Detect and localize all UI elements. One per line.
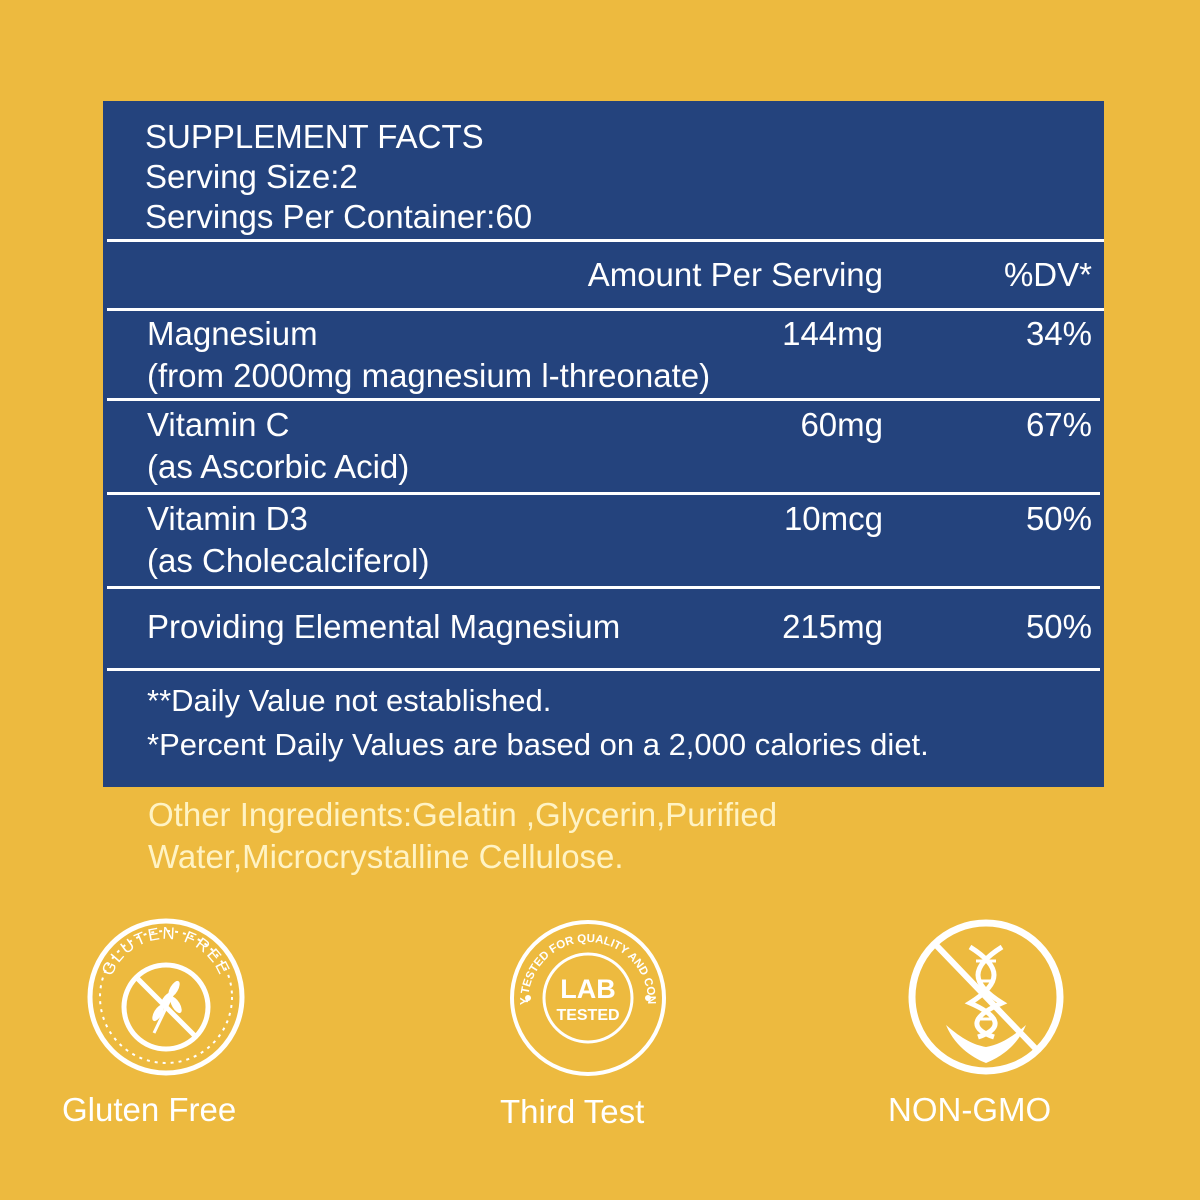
divider — [107, 239, 1104, 242]
badge-ring-text: GLUTEN FREE — [98, 924, 232, 979]
footnote-percent-daily: *Percent Daily Values are based on a 2,0… — [147, 727, 929, 762]
nutrient-dv: 50% — [1025, 500, 1092, 537]
badge-label-third-test: Third Test — [500, 1093, 645, 1130]
nutrient-amount: 10mcg — [783, 500, 883, 537]
badge-label-non-gmo: NON-GMO — [888, 1091, 1052, 1128]
other-ingredients: Other Ingredients:Gelatin ,Glycerin,Puri… — [148, 794, 948, 878]
divider — [107, 492, 1100, 495]
badge-center-bottom: TESTED — [556, 1007, 619, 1024]
column-header-row: Amount Per Serving %DV* — [103, 255, 1104, 315]
other-ingredients-line: Other Ingredients:Gelatin ,Glycerin,Puri… — [148, 796, 778, 833]
table-row: Vitamin C (as Ascorbic Acid) 60mg 67% — [103, 405, 1104, 491]
divider — [107, 668, 1100, 671]
lab-tested-icon: 3RD PARTY TESTED FOR QUALITY AND CONSIST… — [508, 918, 666, 1076]
nutrient-name: Vitamin D3 — [147, 500, 308, 537]
facts-header: SUPPLEMENT FACTS Serving Size:2 Servings… — [145, 117, 532, 237]
nutrient-source: (as Ascorbic Acid) — [147, 448, 410, 485]
nutrient-name: Providing Elemental Magnesium — [147, 608, 621, 645]
nutrient-amount: 60mg — [800, 406, 883, 443]
nutrient-name: Magnesium — [147, 315, 318, 352]
nutrient-dv: 50% — [1025, 608, 1092, 645]
other-ingredients-line: Water,Microcrystalline Cellulose. — [148, 838, 624, 875]
column-header-amount: Amount Per Serving — [587, 256, 883, 293]
divider — [107, 586, 1100, 589]
facts-title: SUPPLEMENT FACTS — [145, 118, 484, 155]
divider — [107, 308, 1104, 311]
nutrient-dv: 67% — [1025, 406, 1092, 443]
badge-label-gluten-free: Gluten Free — [62, 1091, 237, 1128]
badge-center-top: LAB — [560, 974, 616, 1004]
supplement-facts-panel: SUPPLEMENT FACTS Serving Size:2 Servings… — [103, 101, 1104, 787]
servings-per-container: Servings Per Container:60 — [145, 198, 533, 235]
column-header-dv: %DV* — [1003, 256, 1092, 293]
nutrient-amount: 144mg — [782, 315, 883, 352]
serving-size: Serving Size:2 — [145, 158, 358, 195]
nutrient-source: (as Cholecalciferol) — [147, 542, 430, 579]
footnotes: **Daily Value not established. *Percent … — [147, 679, 929, 767]
svg-text:GLUTEN FREE: GLUTEN FREE — [98, 924, 234, 979]
table-row: Vitamin D3 (as Cholecalciferol) 10mcg 50… — [103, 499, 1104, 585]
footnote-daily-value: **Daily Value not established. — [147, 683, 552, 718]
nutrient-name: Vitamin C — [147, 406, 290, 443]
nutrient-amount: 215mg — [782, 608, 883, 645]
table-row: Providing Elemental Magnesium 215mg 50% — [103, 607, 1104, 667]
divider — [107, 398, 1100, 401]
nutrient-dv: 34% — [1025, 315, 1092, 352]
gluten-free-icon: GLUTEN FREE — [87, 918, 245, 1076]
nutrient-source: (from 2000mg magnesium l-threonate) — [147, 357, 711, 394]
non-gmo-icon — [908, 919, 1064, 1075]
table-row: Magnesium (from 2000mg magnesium l-threo… — [103, 314, 1104, 400]
